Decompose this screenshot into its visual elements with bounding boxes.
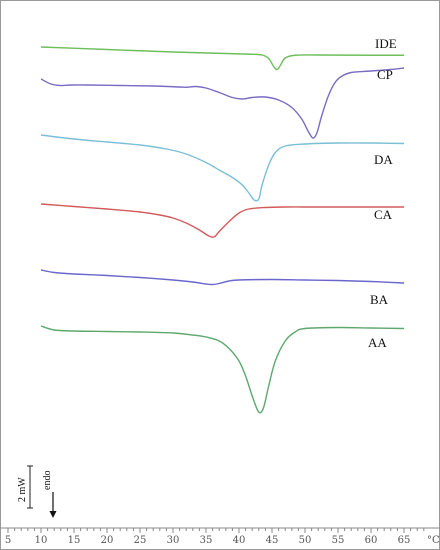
x-tick-label: 35 bbox=[200, 535, 213, 546]
x-tick-label: 65 bbox=[398, 535, 411, 546]
curve-label-ba: BA bbox=[370, 292, 389, 307]
curve-ba bbox=[40, 269, 405, 286]
x-tick-label: 25 bbox=[134, 535, 147, 546]
curve-label-da: DA bbox=[374, 152, 393, 167]
x-tick-label: 45 bbox=[266, 535, 279, 546]
curve-aa bbox=[40, 325, 405, 414]
curve-cp bbox=[40, 67, 405, 139]
x-tick-label: 5 bbox=[5, 535, 11, 546]
x-tick-label: 40 bbox=[233, 535, 246, 546]
curves bbox=[40, 46, 405, 414]
curve-ca bbox=[40, 203, 404, 238]
x-unit-label: °C bbox=[427, 535, 440, 546]
x-tick-label: 20 bbox=[101, 535, 114, 546]
endo-arrow-head bbox=[49, 511, 57, 518]
x-tick-label: 30 bbox=[167, 535, 180, 546]
curve-da bbox=[40, 134, 405, 202]
curve-ide bbox=[40, 46, 405, 71]
x-tick-label: 15 bbox=[68, 535, 81, 546]
curve-labels: IDE CP DA CA BA AA bbox=[368, 36, 397, 350]
x-tick-label: 55 bbox=[332, 535, 345, 546]
endo-label: endo bbox=[42, 471, 53, 490]
scale-bar-label: 2 mW bbox=[17, 477, 28, 502]
curve-label-cp: CP bbox=[377, 67, 393, 82]
curve-label-ca: CA bbox=[374, 207, 393, 222]
x-tick-label: 10 bbox=[35, 535, 48, 546]
curve-label-aa: AA bbox=[368, 335, 387, 350]
x-tick-label: 60 bbox=[365, 535, 378, 546]
scale-bar-group: 2 mW endo bbox=[17, 465, 57, 518]
curve-label-ide: IDE bbox=[375, 36, 397, 51]
x-tick-label: 50 bbox=[299, 535, 312, 546]
